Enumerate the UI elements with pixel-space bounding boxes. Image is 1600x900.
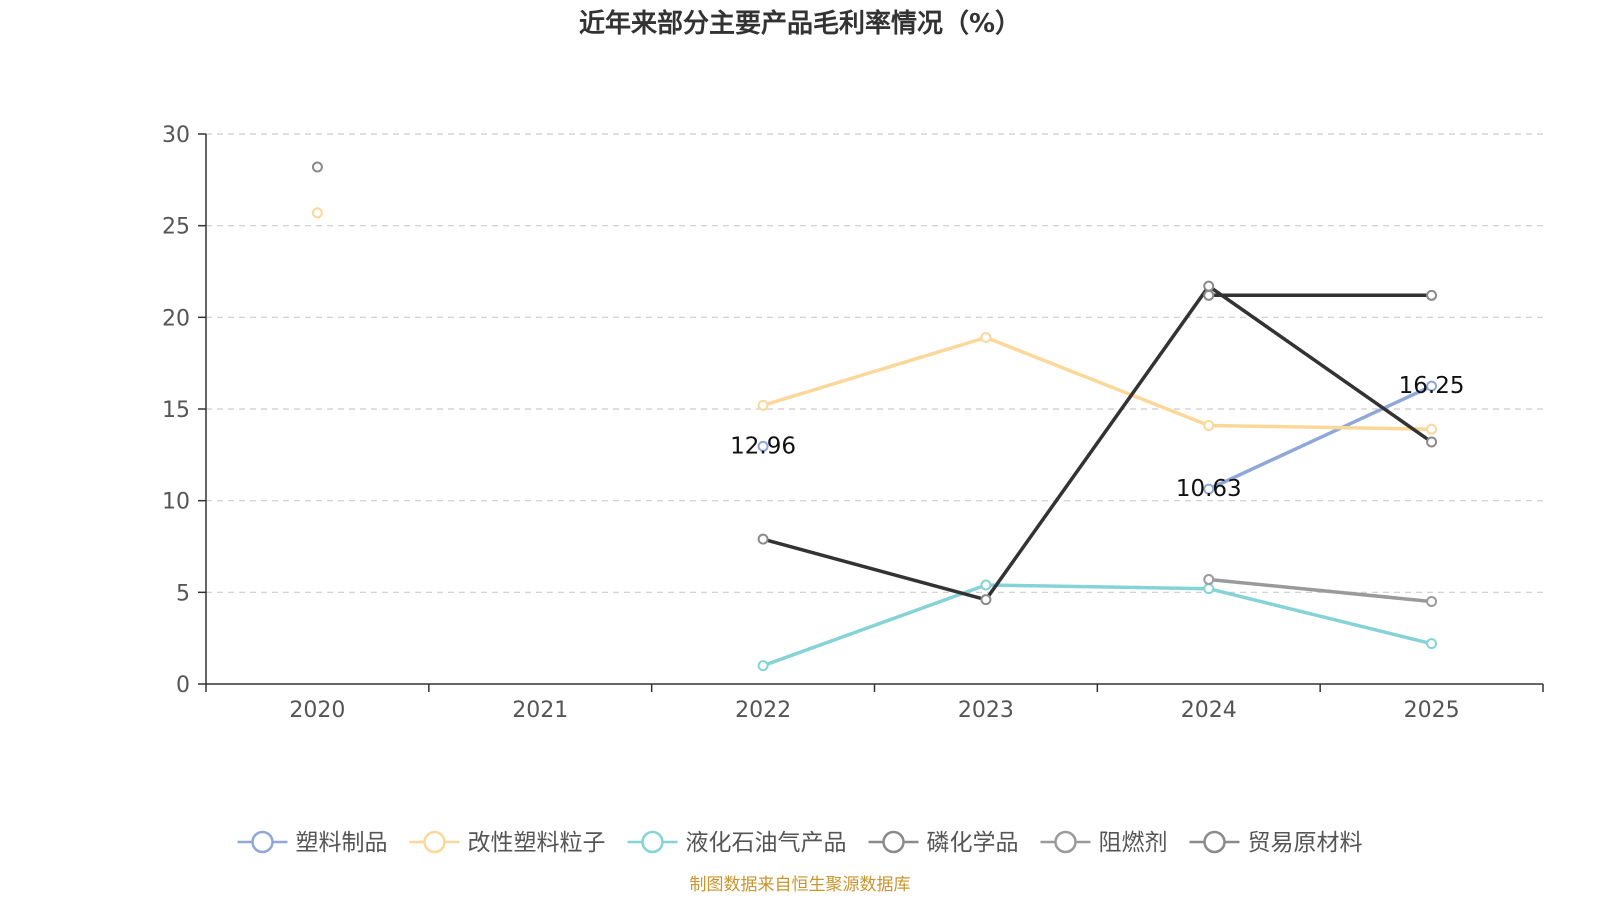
data-point-2-2023 <box>980 579 992 591</box>
legend-circle-icon <box>1203 830 1226 854</box>
x-tick-label-2023: 2023 <box>958 698 1014 723</box>
source-note: 制图数据来自恒生聚源数据库 <box>690 875 911 895</box>
y-tick-label-5: 5 <box>176 581 190 606</box>
legend-item-1[interactable]: 改性塑料粒子 <box>409 830 606 856</box>
series-line-4-0 <box>1207 577 1434 604</box>
data-point-2-2022 <box>757 660 769 672</box>
legend-label: 贸易原材料 <box>1248 830 1363 856</box>
data-label-0-2024: 10.63 <box>1176 476 1242 502</box>
data-point-1-2025 <box>1426 423 1438 435</box>
data-point-3-2022 <box>757 533 769 545</box>
legend-item-3[interactable]: 磷化学品 <box>868 830 1019 856</box>
chart-title: 近年来部分主要产品毛利率情况（%） <box>579 8 1021 39</box>
legend-label: 液化石油气产品 <box>686 830 847 856</box>
y-tick-label-10: 10 <box>162 490 190 515</box>
data-point-0-2022 <box>757 440 769 452</box>
data-point-3-2025 <box>1426 436 1438 448</box>
data-label-0-2022: 12.96 <box>730 433 796 459</box>
x-tick-label-2020: 2020 <box>289 698 345 723</box>
legend-circle-icon <box>251 830 274 854</box>
legend-circle-icon <box>641 830 664 854</box>
series-lines <box>761 284 1434 668</box>
legend-item-2[interactable]: 液化石油气产品 <box>627 830 847 856</box>
series-line-0-1 <box>1207 384 1434 491</box>
data-point-3-2023 <box>980 594 992 606</box>
data-point-5-2020 <box>311 161 323 173</box>
series-line-2-0 <box>761 583 1434 668</box>
legend-item-5[interactable]: 贸易原材料 <box>1189 830 1363 856</box>
data-point-1-2022 <box>757 399 769 411</box>
legend-circle-icon <box>882 830 905 854</box>
data-point-1-2023 <box>980 332 992 343</box>
y-tick-label-30: 30 <box>162 123 190 148</box>
legend-label: 塑料制品 <box>296 830 388 856</box>
data-point-0-2025 <box>1426 380 1438 392</box>
data-point-1-2024 <box>1203 420 1215 431</box>
data-label-0-2025: 16.25 <box>1399 373 1465 399</box>
legend-label: 阻燃剂 <box>1099 830 1168 856</box>
data-point-1-2020 <box>311 207 323 219</box>
data-point-5-2024 <box>1203 289 1215 301</box>
legend: 塑料制品 改性塑料粒子 液化石油气产品 磷化学品 阻燃剂 贸易原材料 <box>237 830 1363 856</box>
data-point-5-2025 <box>1426 289 1438 301</box>
series-line-1-1 <box>761 335 1434 431</box>
legend-circle-icon <box>1054 830 1077 854</box>
legend-item-4[interactable]: 阻燃剂 <box>1040 830 1168 856</box>
series-points <box>311 161 1438 672</box>
series-line-3-0 <box>761 284 1434 602</box>
data-point-4-2024 <box>1203 574 1215 585</box>
x-tick-label-2021: 2021 <box>512 698 568 723</box>
data-point-2-2025 <box>1426 638 1438 650</box>
legend-circle-icon <box>423 830 446 854</box>
data-labels: 12.96 10.63 16.25 <box>730 373 1464 502</box>
x-tick-label-2025: 2025 <box>1404 698 1460 723</box>
y-tick-label-25: 25 <box>162 215 190 240</box>
y-tick-label-15: 15 <box>162 398 190 423</box>
grid-lines <box>206 133 1543 593</box>
data-point-2-2024 <box>1203 583 1215 595</box>
data-point-0-2024 <box>1203 483 1215 495</box>
x-tick-label-2024: 2024 <box>1181 698 1237 723</box>
x-tick-label-2022: 2022 <box>735 698 791 723</box>
data-point-4-2025 <box>1426 596 1438 607</box>
y-tick-label-20: 20 <box>162 306 190 331</box>
legend-label: 改性塑料粒子 <box>468 830 606 856</box>
data-point-3-2024 <box>1203 280 1215 292</box>
legend-item-0[interactable]: 塑料制品 <box>237 830 388 856</box>
y-tick-label-0: 0 <box>176 673 190 698</box>
legend-label: 磷化学品 <box>927 830 1019 856</box>
